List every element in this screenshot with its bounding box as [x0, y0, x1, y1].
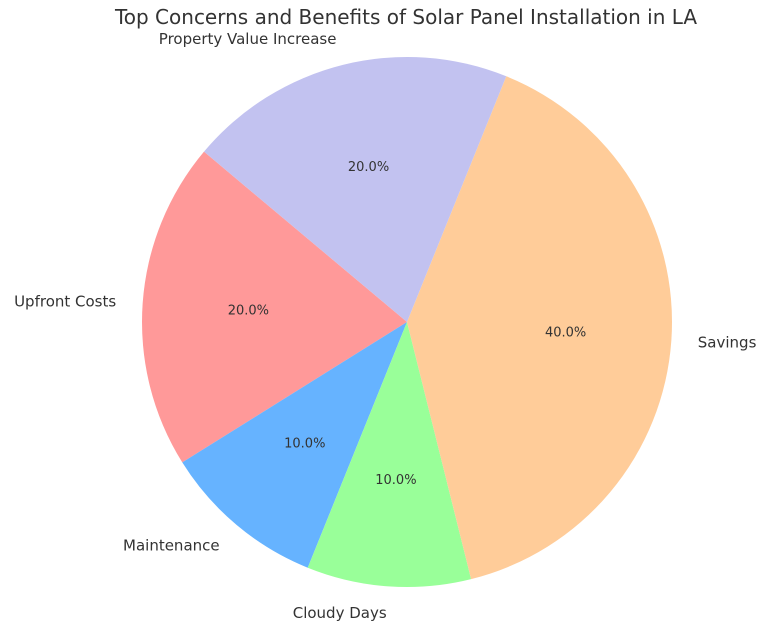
pie-slice-maintenance [182, 322, 407, 568]
category-label: Maintenance [123, 536, 220, 554]
pie-slice-upfront-costs [142, 151, 407, 463]
category-label: Property Value Increase [159, 30, 337, 48]
pie-slice-property-value-increase [203, 56, 507, 322]
pct-label: 10.0% [375, 473, 416, 488]
pie-slice-savings [407, 76, 672, 580]
category-label: Cloudy Days [293, 604, 387, 622]
category-label: Upfront Costs [14, 293, 116, 311]
pct-label: 20.0% [228, 303, 269, 318]
pie-labels: 20.0% Upfront Costs 10.0% Maintenance 10.0% C… [14, 30, 756, 622]
pie-slices [142, 56, 672, 587]
pct-label: 40.0% [545, 326, 586, 341]
chart-title: Top Concerns and Benefits of Solar Panel… [114, 5, 697, 29]
pct-label: 20.0% [348, 160, 389, 175]
pie-slice-cloudy-days [307, 322, 472, 587]
pct-label: 10.0% [284, 436, 325, 451]
category-label: Savings [698, 333, 757, 351]
